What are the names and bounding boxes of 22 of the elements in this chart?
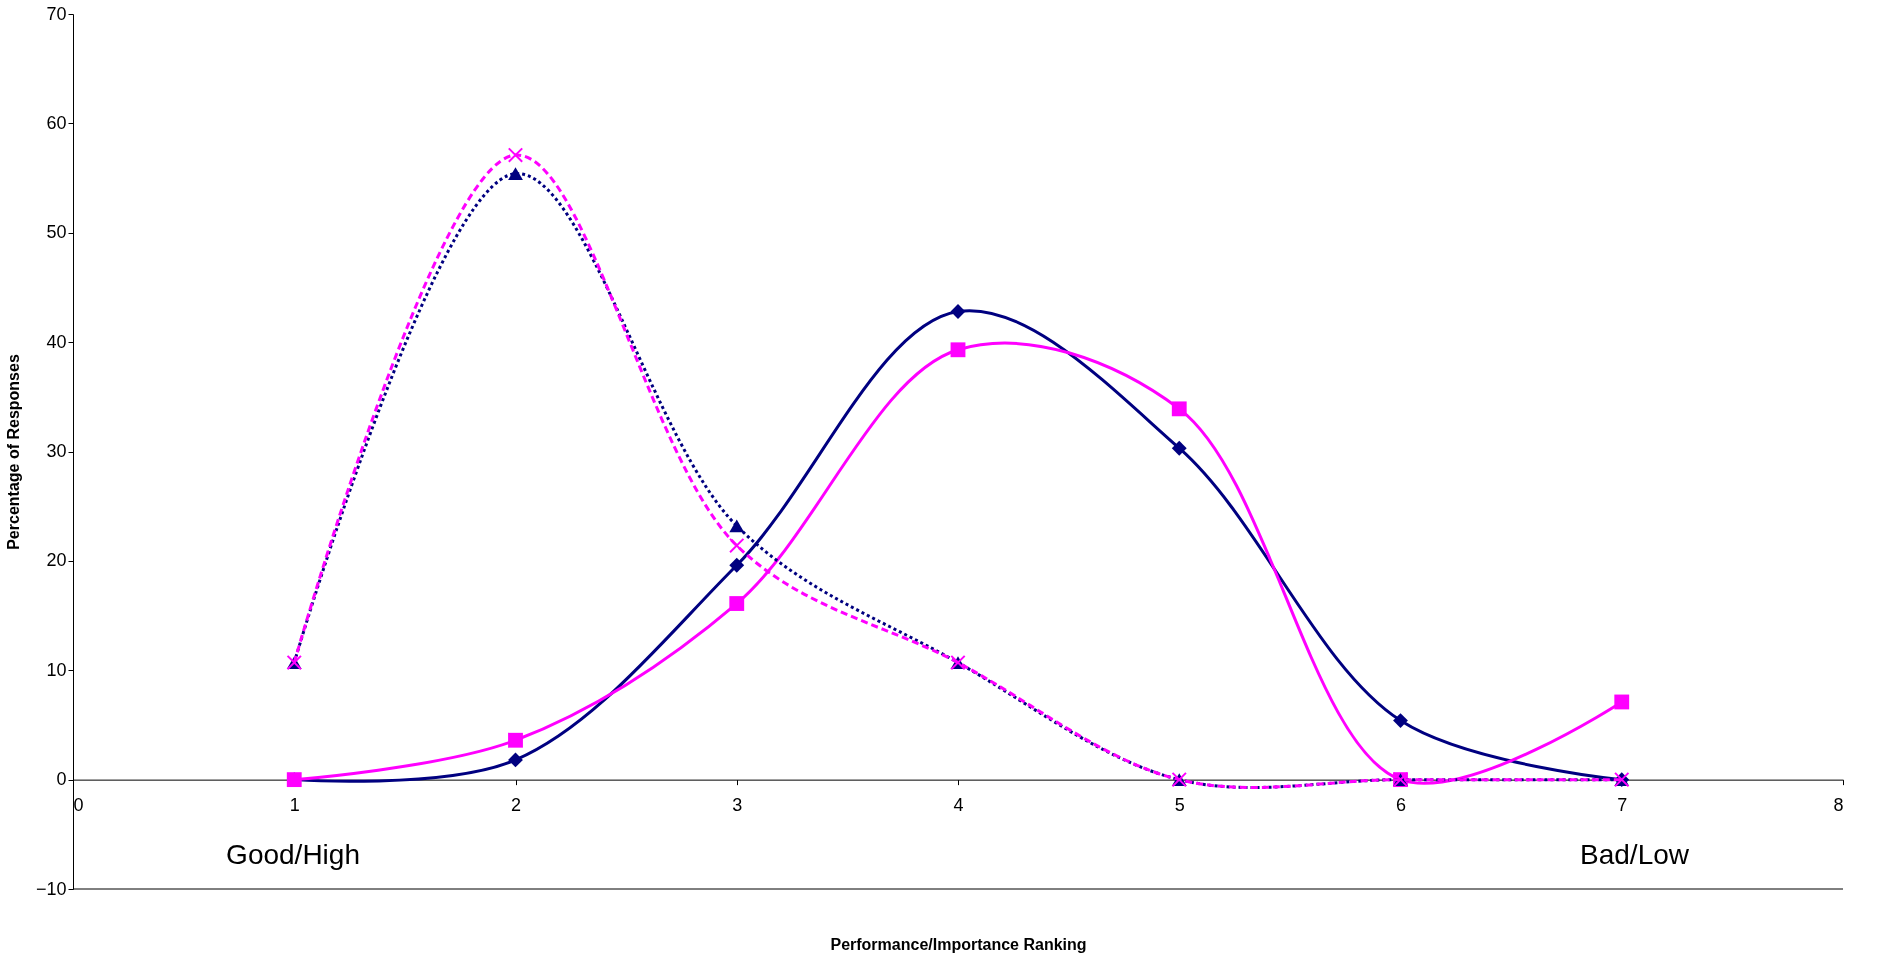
y-tick-label: −10: [35, 878, 67, 899]
x-tick-label: 7: [1617, 795, 1628, 816]
y-tick-label: 30: [46, 441, 67, 461]
x-tick-label: 6: [1395, 795, 1407, 816]
y-tick-label: 20: [46, 550, 67, 571]
x-tick-label: 1: [289, 795, 300, 816]
y-tick-label: 40: [46, 331, 67, 352]
y-tick-label: 60: [46, 112, 67, 133]
y-axis-title: Percentage of Responses: [4, 354, 22, 550]
annotation: Bad/Low: [1580, 839, 1690, 871]
y-tick-label: 10: [46, 659, 67, 680]
x-tick-label: 5: [1174, 795, 1185, 816]
x-tick-label: 4: [953, 795, 964, 816]
x-tick-label: 8: [1833, 795, 1844, 816]
y-tick-label: 0: [56, 769, 67, 790]
x-tick-label: 2: [510, 795, 522, 816]
annotation: Good/High: [226, 839, 360, 871]
y-tick-label: 50: [46, 222, 67, 243]
x-axis-title: Performance/Importance Ranking: [830, 936, 1087, 954]
y-tick-label: 70: [46, 3, 67, 24]
x-tick-label: 3: [732, 795, 743, 816]
x-tick-label: 0: [73, 795, 84, 816]
